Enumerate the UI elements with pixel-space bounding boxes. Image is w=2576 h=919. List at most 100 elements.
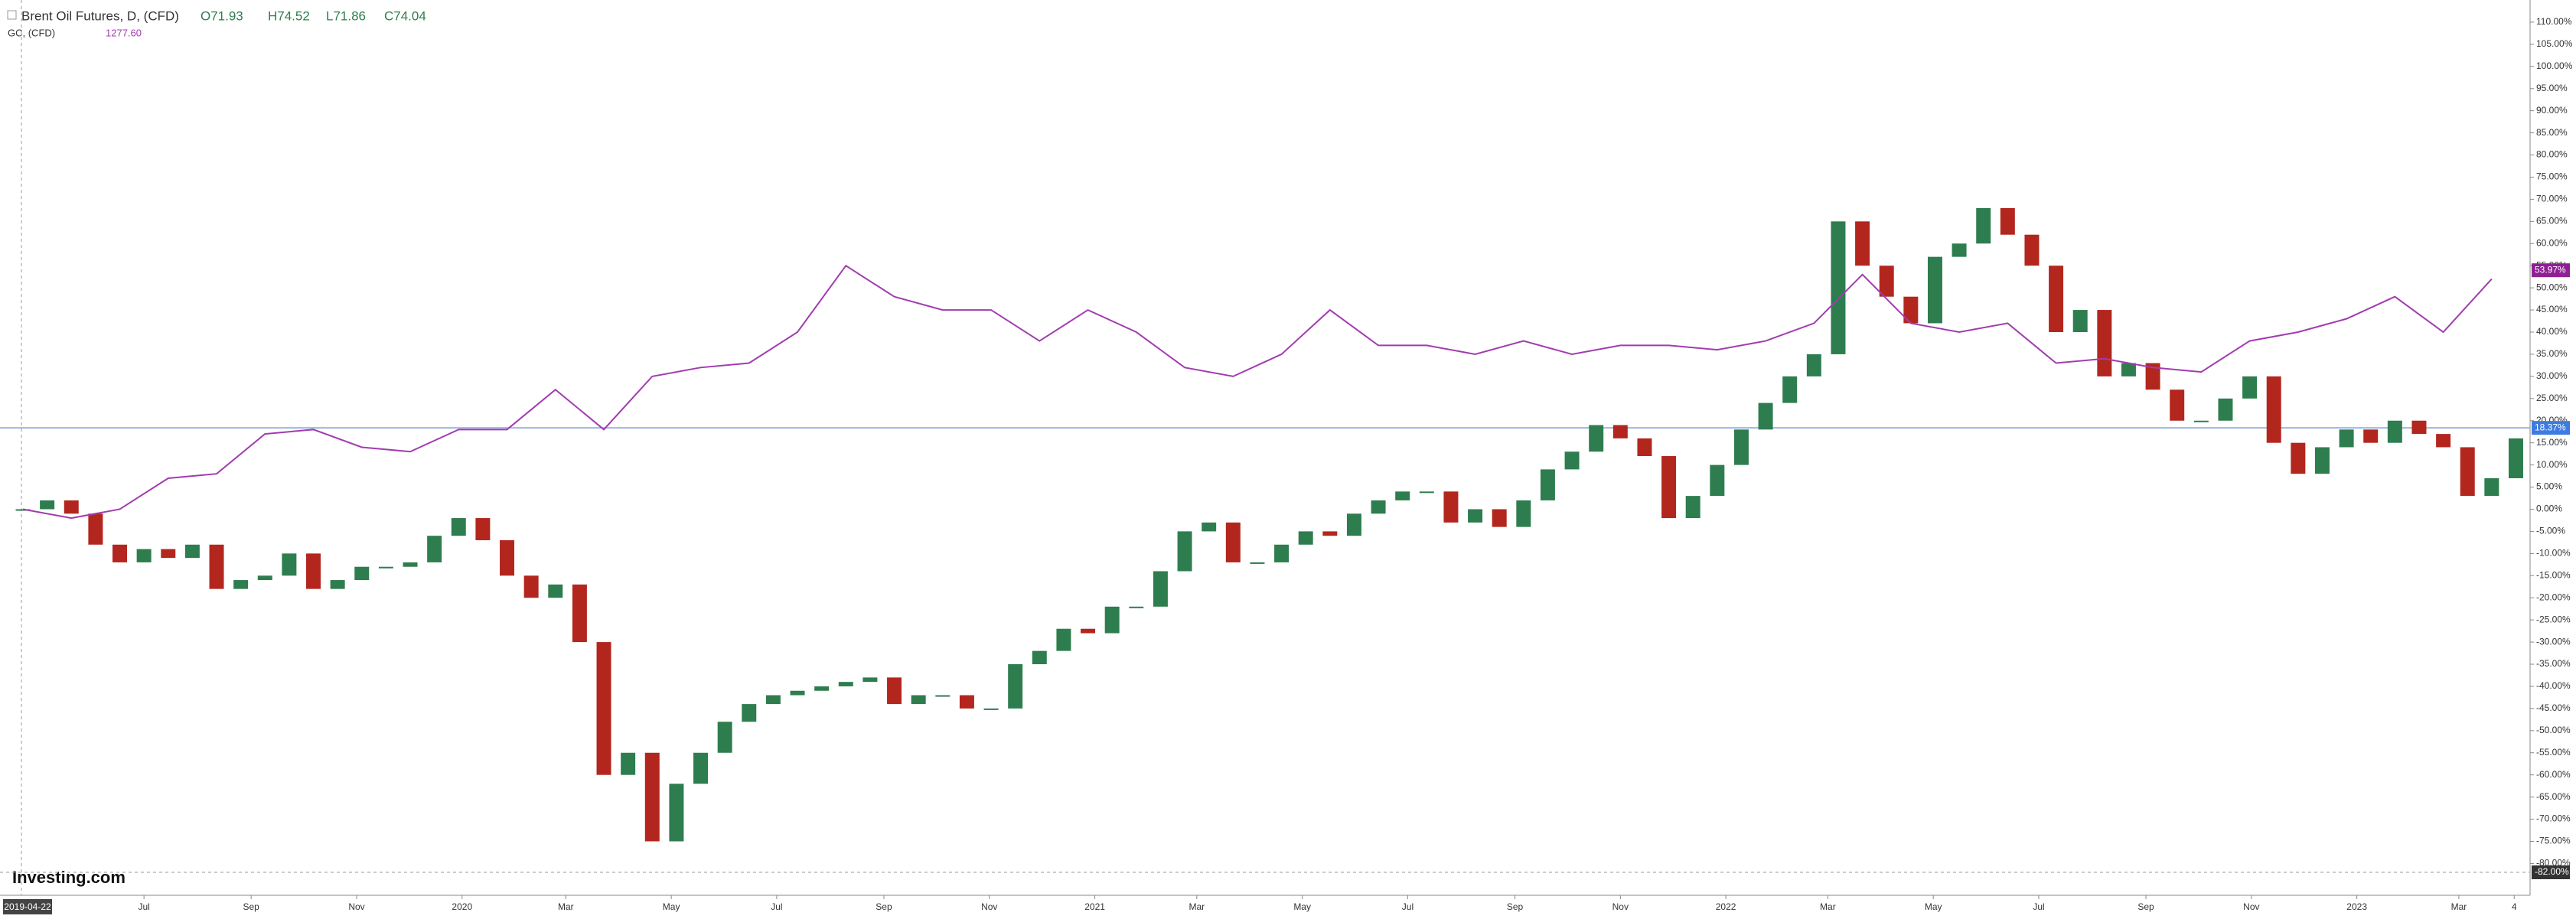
series-title: Brent Oil Futures, D, (CFD) xyxy=(21,8,179,23)
candle xyxy=(862,677,878,683)
candle xyxy=(2411,420,2427,435)
candle xyxy=(1685,496,1700,519)
candle xyxy=(1129,606,1144,608)
y-tick-label: -15.00% xyxy=(2536,569,2571,580)
candle xyxy=(1008,664,1023,709)
y-tick-label: 10.00% xyxy=(2536,459,2568,470)
candle xyxy=(1661,456,1677,519)
ohlc-high: H74.52 xyxy=(268,8,310,23)
candle xyxy=(2484,477,2499,497)
last-value-label: 53.97% xyxy=(2535,264,2566,275)
candle xyxy=(1564,451,1580,470)
x-tick-label: Mar xyxy=(1820,901,1836,912)
candle xyxy=(2339,429,2354,448)
candle xyxy=(354,566,370,581)
candle xyxy=(1419,491,1434,494)
x-tick-label: Nov xyxy=(981,901,997,912)
x-tick-label: Mar xyxy=(1189,901,1205,912)
candle xyxy=(1831,221,1846,354)
candle xyxy=(1733,429,1749,465)
candle xyxy=(2363,429,2379,443)
candle xyxy=(2314,447,2330,474)
candle xyxy=(2242,376,2258,399)
y-tick-label: 110.00% xyxy=(2536,16,2572,27)
candle xyxy=(935,695,951,697)
candle xyxy=(1346,513,1361,536)
candle xyxy=(911,695,926,705)
x-tick-label: 2023 xyxy=(2346,901,2367,912)
candle xyxy=(1976,207,1991,244)
candle xyxy=(1855,221,1870,266)
candle xyxy=(184,544,200,559)
last-value-label: 18.37% xyxy=(2535,422,2566,432)
candle xyxy=(717,722,732,753)
candle xyxy=(161,549,176,559)
candle xyxy=(451,518,466,536)
x-tick-label: 2021 xyxy=(1084,901,1105,912)
y-tick-label: 105.00% xyxy=(2536,38,2573,49)
candle xyxy=(959,695,974,709)
candle xyxy=(1395,491,1410,500)
candle xyxy=(1492,509,1507,527)
candle xyxy=(765,695,781,705)
y-tick-label: 40.00% xyxy=(2536,326,2568,337)
candle xyxy=(282,553,297,576)
candle xyxy=(500,539,515,576)
x-tick-label: May xyxy=(1293,901,1311,912)
candle xyxy=(1879,266,1894,297)
candle xyxy=(233,580,249,589)
candle xyxy=(790,690,805,696)
last-value-box xyxy=(2532,865,2570,879)
candle xyxy=(2460,447,2475,497)
y-tick-label: -55.00% xyxy=(2536,747,2571,758)
candle xyxy=(2000,207,2015,235)
ohlc-open: O71.93 xyxy=(201,8,243,23)
last-value-label: -82.00% xyxy=(2535,866,2569,877)
candle xyxy=(1637,438,1652,457)
candle xyxy=(1298,531,1313,545)
candle xyxy=(2049,266,2064,333)
x-tick-label: Nov xyxy=(2243,901,2259,912)
y-tick-label: 70.00% xyxy=(2536,194,2568,204)
candle xyxy=(1903,296,1919,324)
candle xyxy=(64,500,79,514)
candle xyxy=(814,686,830,691)
candle xyxy=(1250,562,1265,564)
x-tick-label: Nov xyxy=(348,901,364,912)
candle xyxy=(523,575,539,598)
candle xyxy=(1540,469,1555,500)
candle xyxy=(1758,402,1773,430)
ohlc-low: L71.86 xyxy=(326,8,366,23)
candle xyxy=(2121,363,2136,376)
x-tick-label: May xyxy=(1925,901,1942,912)
candle xyxy=(112,544,127,562)
candle xyxy=(427,536,442,562)
candle xyxy=(572,584,587,643)
collapse-icon[interactable] xyxy=(7,10,17,20)
y-tick-label: -60.00% xyxy=(2536,769,2571,780)
x-tick-label: Jul xyxy=(138,901,149,912)
x-tick-label: 4 xyxy=(2512,901,2517,912)
y-tick-label: 95.00% xyxy=(2536,83,2568,93)
y-tick-label: -5.00% xyxy=(2536,526,2565,536)
candle xyxy=(257,575,272,581)
candle xyxy=(2170,389,2185,421)
y-tick-label: 75.00% xyxy=(2536,171,2568,182)
candle xyxy=(2387,420,2402,443)
x-tick-label: Sep xyxy=(243,901,260,912)
y-tick-label: 35.00% xyxy=(2536,348,2568,359)
candle xyxy=(1225,522,1241,562)
x-tick-label: Jul xyxy=(2033,901,2044,912)
candle xyxy=(1104,606,1120,634)
candle xyxy=(2218,398,2233,421)
start-date-box xyxy=(3,899,52,914)
candle xyxy=(2193,420,2209,422)
y-tick-label: 0.00% xyxy=(2536,503,2562,514)
candle xyxy=(983,708,999,710)
candle xyxy=(1056,628,1071,651)
candle xyxy=(330,580,345,589)
candle xyxy=(693,752,709,784)
candle xyxy=(1612,425,1628,438)
candle xyxy=(742,704,757,722)
brand-logo: Investing.com xyxy=(12,868,126,887)
